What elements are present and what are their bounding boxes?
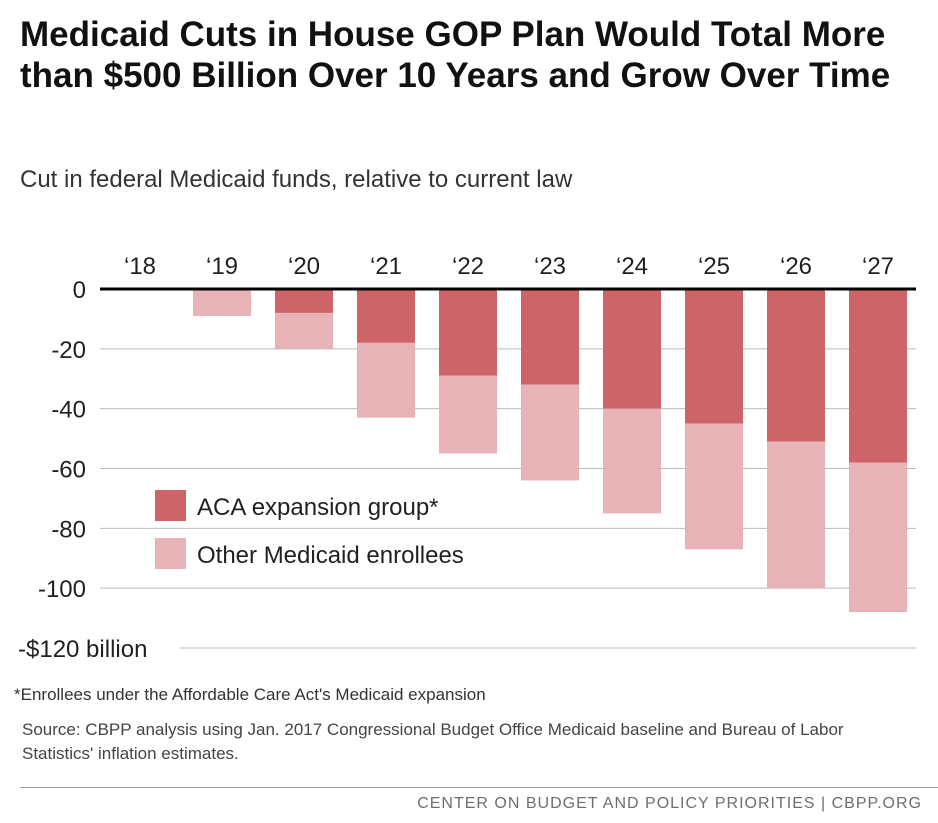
y-tick-label: -60 [51, 457, 86, 484]
x-tick-label: ‘25 [698, 253, 730, 280]
y-tick-label: -$120 billion [18, 636, 147, 663]
chart-title: Medicaid Cuts in House GOP Plan Would To… [20, 15, 891, 95]
bars [193, 289, 907, 613]
bar-other [849, 462, 907, 613]
x-tick-label: ‘18 [124, 253, 156, 280]
chart-subtitle: Cut in federal Medicaid funds, relative … [20, 166, 573, 193]
footer-credit: CENTER ON BUDGET AND POLICY PRIORITIES |… [417, 795, 922, 812]
x-tick-label: ‘26 [780, 253, 812, 280]
bar-aca [767, 289, 825, 442]
tick-labels: 0 -20 -40 -60 -80 -100 -$120 billion ‘18 ‘19 ‘20 ‘… [18, 253, 894, 663]
bar-aca [357, 289, 415, 343]
source-note: Source: CBPP analysis using Jan. 2017 Co… [22, 720, 844, 763]
x-tick-label: ‘20 [288, 253, 320, 280]
bar-other [521, 384, 579, 481]
bar-other [275, 312, 333, 349]
x-tick-label: ‘27 [862, 253, 894, 280]
x-tick-label: ‘23 [534, 253, 566, 280]
x-tick-label: ‘24 [616, 253, 648, 280]
bar-chart: 0 -20 -40 -60 -80 -100 -$120 billion ‘18 ‘19 ‘20 ‘… [18, 253, 916, 663]
bar-other [357, 342, 415, 418]
legend: ACA expansion group* Other Medicaid enrol… [155, 490, 464, 569]
footnote: *Enrollees under the Affordable Care Act… [14, 685, 486, 704]
x-tick-label: ‘21 [370, 253, 402, 280]
legend-swatch-other [155, 538, 186, 569]
y-tick-label: -20 [51, 337, 86, 364]
bar-aca [603, 289, 661, 409]
bar-aca [849, 289, 907, 463]
legend-label-aca: ACA expansion group* [197, 494, 439, 521]
footer-divider [20, 787, 938, 788]
bar-other [439, 375, 497, 454]
x-tick-label: ‘22 [452, 253, 484, 280]
legend-swatch-aca [155, 490, 186, 521]
y-tick-label: -80 [51, 516, 86, 543]
bar-aca [439, 289, 497, 376]
bar-aca [685, 289, 743, 424]
bar-other [193, 289, 251, 316]
legend-label-other: Other Medicaid enrollees [197, 542, 464, 569]
bar-other [767, 441, 825, 589]
y-tick-label: 0 [73, 277, 86, 304]
bar-aca [521, 289, 579, 385]
y-tick-label: -100 [38, 576, 86, 603]
y-tick-label: -40 [51, 397, 86, 424]
bar-aca [275, 289, 333, 313]
bar-other [603, 408, 661, 514]
x-tick-label: ‘19 [206, 253, 238, 280]
bar-other [685, 423, 743, 550]
